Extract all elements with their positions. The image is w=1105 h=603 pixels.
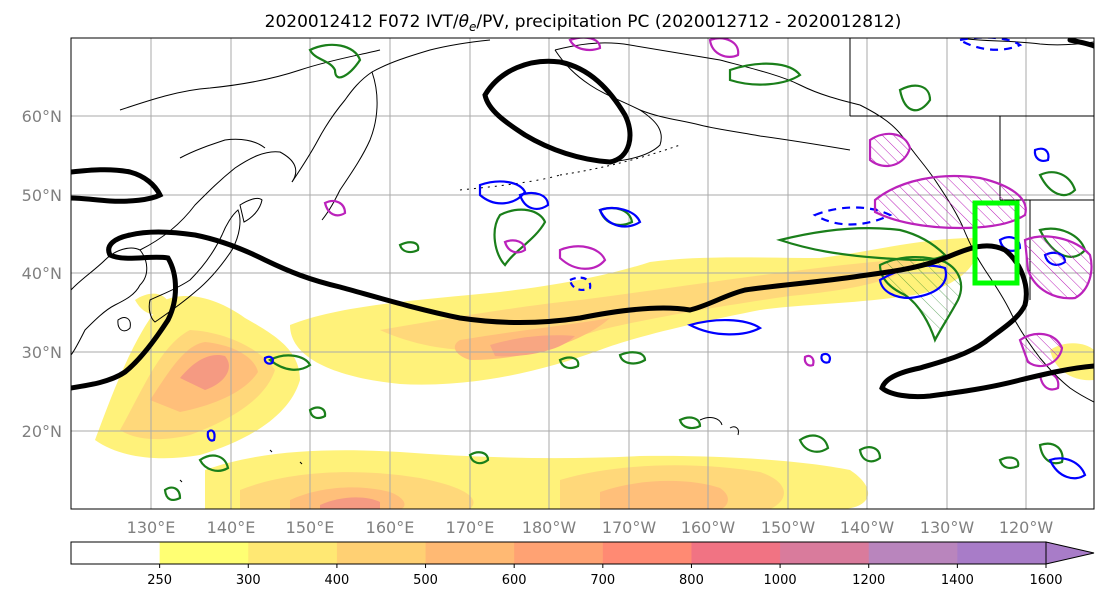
colorbar-tick-label: 600 bbox=[502, 573, 527, 588]
colorbar-tick-label: 300 bbox=[236, 573, 261, 588]
colorbar-segment bbox=[514, 542, 604, 564]
colorbar-extend-arrow bbox=[1045, 541, 1095, 565]
colorbar-segment bbox=[957, 542, 1047, 564]
lat-label: 40°N bbox=[22, 264, 62, 283]
map-frame bbox=[70, 37, 1095, 510]
lon-label: 130°W bbox=[920, 518, 975, 537]
colorbar-tick-label: 1000 bbox=[764, 573, 797, 588]
colorbar-segments bbox=[71, 542, 1047, 564]
colorbar-segment bbox=[868, 542, 958, 564]
lon-label: 120°W bbox=[999, 518, 1054, 537]
pv-contours-negative bbox=[206, 38, 1087, 480]
precip-pc-contours bbox=[323, 38, 1093, 391]
plot-title: 2020012412 F072 IVT/θe/PV, precipitation… bbox=[265, 12, 902, 34]
lon-label: 150°E bbox=[286, 518, 335, 537]
lon-label: 150°W bbox=[761, 518, 816, 537]
longitude-labels: 130°E 140°E 150°E 160°E 170°E 180°W 170°… bbox=[127, 518, 1054, 537]
lon-label: 160°W bbox=[681, 518, 736, 537]
colorbar-ticks: 250 300 400 500 600 700 800 1000 1200 1400 1600 bbox=[147, 564, 1063, 588]
lon-label: 140°W bbox=[840, 518, 895, 537]
precip-pc-hatched-region bbox=[873, 175, 1027, 230]
colorbar-frame bbox=[70, 541, 1047, 565]
colorbar-segment bbox=[602, 542, 692, 564]
colorbar-segment bbox=[780, 542, 870, 564]
map-panel bbox=[71, 38, 1094, 509]
lat-label: 50°N bbox=[22, 186, 62, 205]
colorbar-tick-label: 700 bbox=[590, 573, 615, 588]
lon-label: 140°E bbox=[207, 518, 256, 537]
lat-label: 20°N bbox=[22, 422, 62, 441]
colorbar-tick-label: 800 bbox=[679, 573, 704, 588]
colorbar-tick-label: 1200 bbox=[852, 573, 885, 588]
colorbar-tick-label: 1400 bbox=[941, 573, 974, 588]
colorbar-segment bbox=[71, 542, 161, 564]
colorbar: 250 300 400 500 600 700 800 1000 1200 1400 1600 bbox=[70, 541, 1095, 588]
lon-label: 160°E bbox=[366, 518, 415, 537]
target-region-box bbox=[972, 200, 1020, 286]
lon-label: 170°W bbox=[602, 518, 657, 537]
lon-label: 170°E bbox=[446, 518, 495, 537]
colorbar-tick-label: 400 bbox=[324, 573, 349, 588]
colorbar-tick-label: 250 bbox=[147, 573, 172, 588]
colorbar-tick-label: 500 bbox=[413, 573, 438, 588]
colorbar-segment bbox=[159, 542, 249, 564]
lat-label: 60°N bbox=[22, 107, 62, 126]
colorbar-tick-label: 1600 bbox=[1029, 573, 1062, 588]
colorbar-segment bbox=[336, 542, 427, 564]
latitude-labels: 60°N 50°N 40°N 30°N 20°N bbox=[22, 107, 62, 441]
colorbar-segment bbox=[425, 542, 515, 564]
colorbar-segment bbox=[248, 542, 338, 564]
theta-e-contours bbox=[71, 38, 1094, 400]
lon-label: 130°E bbox=[127, 518, 176, 537]
lat-label: 30°N bbox=[22, 343, 62, 362]
lon-label: 180°W bbox=[522, 518, 577, 537]
colorbar-segment bbox=[691, 542, 781, 564]
